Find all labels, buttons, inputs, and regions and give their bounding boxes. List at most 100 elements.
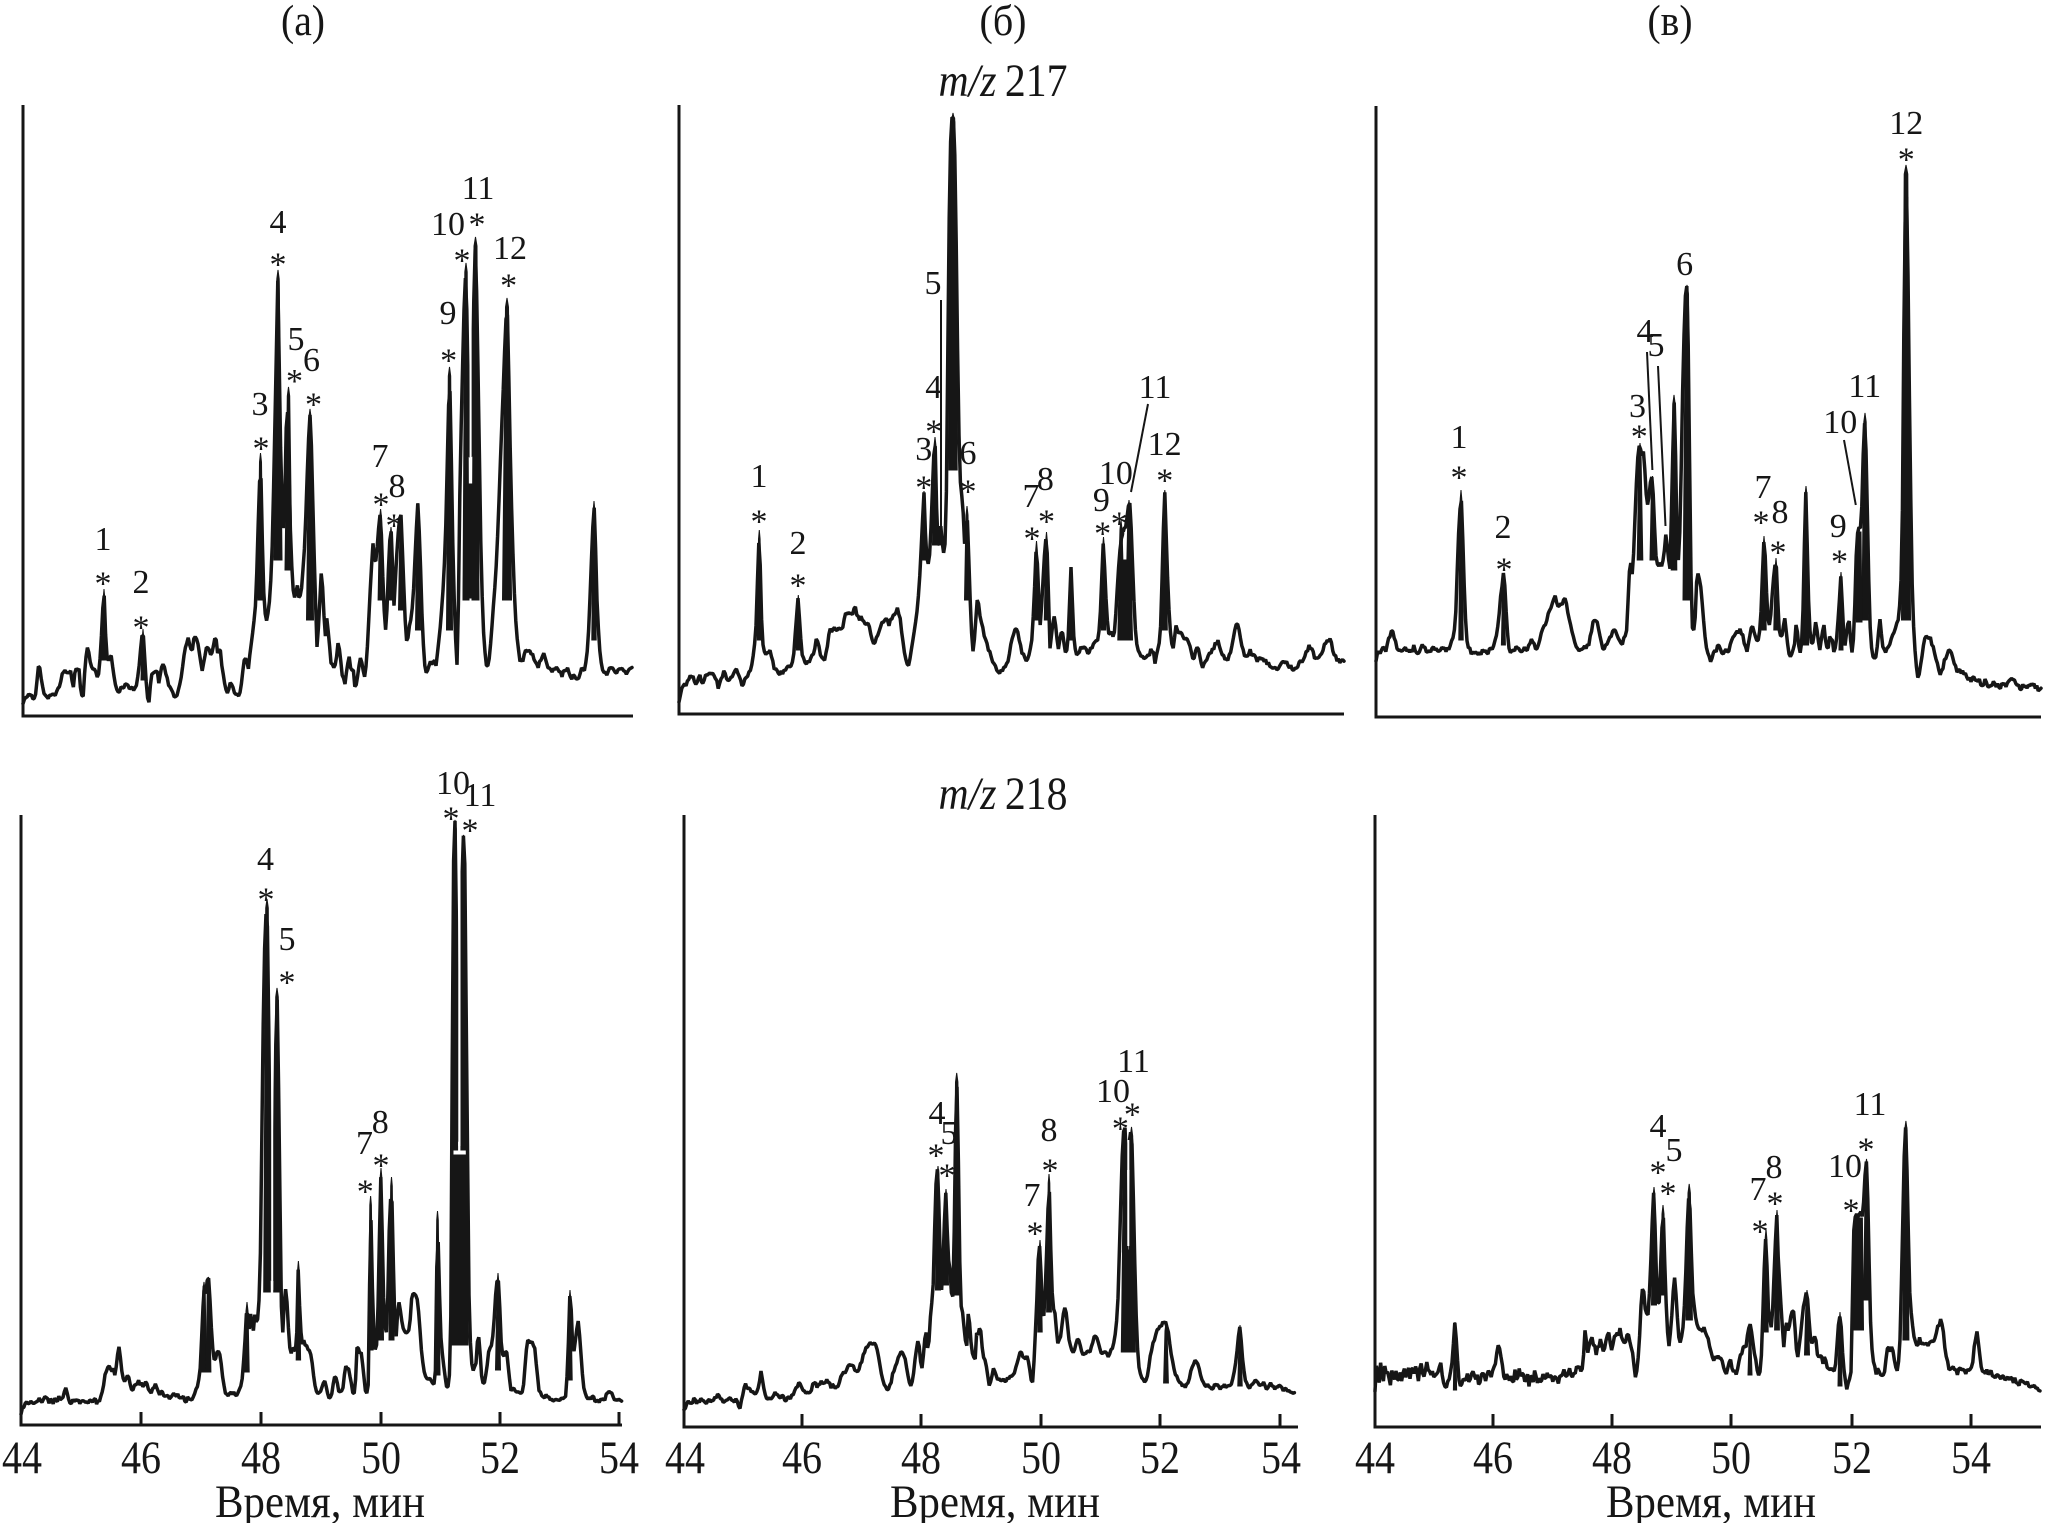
svg-text:10: 10 [431, 206, 465, 243]
svg-text:*: * [1156, 463, 1173, 500]
svg-text:7: 7 [1755, 469, 1772, 506]
svg-text:8: 8 [372, 1104, 389, 1141]
svg-text:*: * [1898, 142, 1915, 179]
svg-text:44: 44 [1355, 1432, 1395, 1484]
svg-text:*: * [1660, 1176, 1677, 1213]
svg-text:54: 54 [599, 1432, 639, 1484]
svg-text:*: * [357, 1174, 374, 1211]
svg-text:*: * [305, 387, 322, 424]
svg-text:*: * [500, 268, 517, 305]
svg-text:8: 8 [1772, 494, 1789, 531]
svg-text:*: * [443, 801, 460, 838]
svg-text:5: 5 [941, 1115, 958, 1152]
svg-text:8: 8 [1766, 1149, 1783, 1186]
svg-text:52: 52 [1832, 1432, 1872, 1484]
svg-text:2: 2 [790, 525, 807, 562]
svg-text:*: * [1843, 1193, 1860, 1230]
svg-text:44: 44 [2, 1432, 42, 1484]
svg-text:*: * [1858, 1132, 1875, 1169]
svg-text:*: * [1753, 505, 1770, 542]
svg-text:3: 3 [915, 431, 932, 468]
svg-text:5: 5 [1648, 327, 1665, 364]
svg-text:*: * [253, 431, 270, 468]
svg-text:2: 2 [1495, 509, 1512, 546]
svg-text:12: 12 [493, 230, 527, 267]
svg-text:54: 54 [1261, 1432, 1301, 1484]
svg-text:7: 7 [372, 438, 389, 475]
svg-text:Время, мин: Время, мин [890, 1476, 1100, 1523]
svg-text:4: 4 [270, 204, 287, 241]
svg-text:5: 5 [925, 265, 942, 302]
svg-text:*: * [790, 568, 807, 605]
svg-text:*: * [751, 504, 768, 541]
svg-text:*: * [1451, 460, 1468, 497]
svg-text:2: 2 [133, 564, 150, 601]
svg-text:m/z 217: m/z 217 [939, 55, 1068, 107]
svg-text:50: 50 [1021, 1432, 1061, 1484]
svg-text:*: * [386, 508, 403, 545]
svg-text:4: 4 [1637, 313, 1654, 350]
svg-text:7: 7 [356, 1125, 373, 1162]
svg-text:*: * [1124, 1097, 1141, 1134]
svg-text:46: 46 [1473, 1432, 1513, 1484]
svg-text:10: 10 [1828, 1148, 1862, 1185]
svg-text:3: 3 [1629, 388, 1646, 425]
svg-text:9: 9 [1830, 508, 1847, 545]
svg-text:*: * [960, 474, 977, 511]
svg-text:1: 1 [1451, 419, 1468, 456]
svg-text:6: 6 [303, 342, 320, 379]
svg-text:10: 10 [1096, 1073, 1130, 1110]
svg-text:8: 8 [1037, 461, 1054, 498]
svg-text:*: * [469, 207, 486, 244]
svg-text:Время, мин: Время, мин [215, 1476, 425, 1523]
svg-text:*: * [1631, 419, 1648, 456]
svg-text:6: 6 [960, 435, 977, 472]
svg-text:*: * [462, 813, 479, 850]
svg-text:11: 11 [1139, 369, 1172, 406]
svg-text:10: 10 [1099, 455, 1133, 492]
svg-text:5: 5 [279, 921, 296, 958]
svg-text:*: * [1042, 1153, 1059, 1190]
svg-text:12: 12 [1889, 105, 1923, 142]
svg-text:11: 11 [1848, 368, 1881, 405]
svg-text:*: * [440, 343, 457, 380]
svg-text:11: 11 [1117, 1043, 1150, 1080]
svg-text:7: 7 [1750, 1171, 1767, 1208]
svg-text:11: 11 [1854, 1086, 1887, 1123]
svg-text:6: 6 [1676, 246, 1693, 283]
svg-text:*: * [286, 363, 303, 400]
svg-text:5: 5 [1666, 1132, 1683, 1169]
svg-text:*: * [925, 414, 942, 451]
svg-text:*: * [258, 882, 275, 919]
svg-text:*: * [133, 610, 150, 647]
svg-text:Время, мин: Время, мин [1606, 1476, 1816, 1523]
svg-text:9: 9 [440, 295, 457, 332]
svg-text:54: 54 [1951, 1432, 1991, 1484]
svg-text:*: * [1650, 1155, 1667, 1192]
svg-text:1: 1 [751, 458, 768, 495]
svg-text:m/z 218: m/z 218 [939, 768, 1068, 820]
svg-text:1: 1 [95, 521, 112, 558]
svg-text:11: 11 [464, 777, 497, 814]
svg-text:*: * [1831, 544, 1848, 581]
svg-text:*: * [1496, 552, 1513, 589]
svg-text:8: 8 [1041, 1112, 1058, 1149]
svg-text:11: 11 [462, 170, 495, 207]
svg-text:*: * [928, 1138, 945, 1175]
svg-text:12: 12 [1148, 426, 1182, 463]
svg-text:*: * [1767, 1186, 1784, 1223]
svg-text:48: 48 [1592, 1432, 1632, 1484]
svg-text:50: 50 [361, 1432, 401, 1484]
svg-text:*: * [1752, 1214, 1769, 1251]
svg-text:*: * [1038, 504, 1055, 541]
svg-text:(а): (а) [281, 0, 325, 45]
svg-text:7: 7 [1024, 1177, 1041, 1214]
svg-text:*: * [1024, 521, 1041, 558]
svg-text:10: 10 [436, 765, 470, 802]
svg-text:*: * [939, 1158, 956, 1195]
svg-text:*: * [373, 487, 390, 524]
svg-text:*: * [270, 247, 287, 284]
svg-text:*: * [1027, 1216, 1044, 1253]
svg-text:*: * [1094, 516, 1111, 553]
svg-text:50: 50 [1711, 1432, 1751, 1484]
